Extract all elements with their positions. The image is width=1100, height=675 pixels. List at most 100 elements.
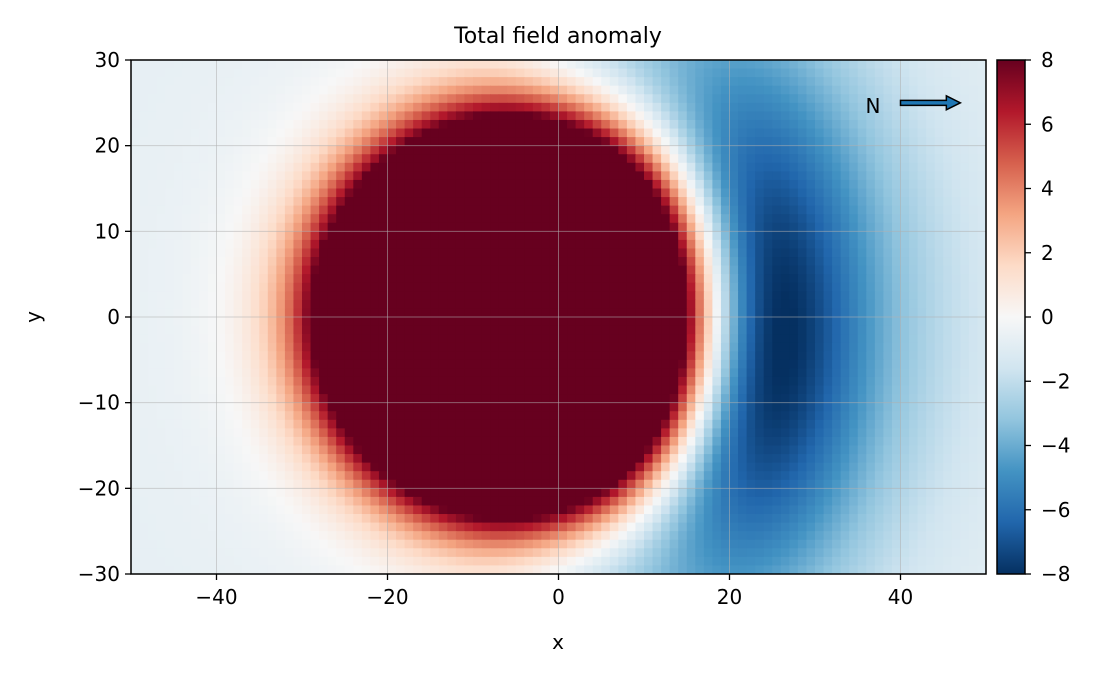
heatmap-cell: [310, 111, 320, 121]
heatmap-cell: [626, 68, 637, 78]
heatmap-cell: [909, 162, 919, 172]
heatmap-cell: [763, 60, 773, 70]
heatmap-cell: [780, 257, 790, 267]
heatmap-cell: [832, 334, 842, 344]
heatmap-cell: [430, 274, 440, 284]
heatmap-cell: [575, 419, 585, 429]
heatmap-cell: [601, 85, 611, 95]
heatmap-cell: [712, 137, 722, 147]
heatmap-cell: [370, 68, 380, 78]
heatmap-cell: [139, 325, 149, 335]
heatmap-cell: [635, 454, 645, 464]
heatmap-cell: [840, 274, 850, 284]
heatmap-cell: [387, 231, 397, 241]
heatmap-cell: [396, 385, 406, 395]
heatmap-cell: [926, 462, 936, 472]
heatmap-cell: [806, 368, 816, 378]
heatmap-cell: [960, 317, 970, 327]
heatmap-cell: [823, 222, 833, 232]
heatmap-cell: [815, 479, 825, 489]
heatmap-cell: [336, 342, 346, 352]
heatmap-cell: [190, 436, 200, 447]
heatmap-cell: [524, 454, 534, 464]
heatmap-cell: [943, 197, 953, 207]
heatmap-cell: [926, 436, 936, 447]
heatmap-cell: [669, 188, 679, 198]
heatmap-cell: [131, 214, 141, 224]
heatmap-cell: [233, 214, 243, 224]
heatmap-cell: [934, 471, 944, 481]
heatmap-cell: [703, 68, 713, 78]
heatmap-cell: [148, 85, 158, 95]
heatmap-cell: [378, 436, 389, 447]
heatmap-cell: [909, 291, 919, 301]
heatmap-cell: [404, 454, 414, 464]
heatmap-cell: [165, 445, 175, 455]
heatmap-cell: [378, 411, 389, 421]
heatmap-cell: [361, 445, 371, 455]
heatmap-cell: [336, 385, 346, 395]
heatmap-cell: [866, 462, 876, 472]
heatmap-cell: [498, 317, 508, 327]
heatmap-cell: [404, 436, 414, 447]
heatmap-cell: [635, 128, 645, 138]
heatmap-cell: [883, 411, 893, 421]
heatmap-cell: [199, 197, 209, 207]
heatmap-cell: [891, 334, 902, 344]
heatmap-cell: [669, 479, 679, 489]
heatmap-cell: [686, 445, 696, 455]
heatmap-cell: [139, 77, 149, 87]
heatmap-cell: [370, 454, 380, 464]
heatmap-cell: [789, 239, 799, 250]
heatmap-cell: [900, 291, 910, 301]
heatmap-cell: [464, 428, 474, 438]
heatmap-cell: [977, 162, 986, 172]
heatmap-cell: [644, 239, 654, 250]
heatmap-cell: [207, 188, 218, 198]
heatmap-cell: [943, 479, 953, 489]
heatmap-cell: [823, 342, 833, 352]
heatmap-cell: [626, 325, 637, 335]
heatmap-cell: [806, 419, 816, 429]
heatmap-cell: [165, 162, 175, 172]
heatmap-cell: [943, 257, 953, 267]
heatmap-cell: [797, 154, 808, 164]
heatmap-cell: [926, 265, 936, 275]
heatmap-cell: [977, 428, 986, 438]
heatmap-cell: [720, 197, 731, 207]
heatmap-cell: [703, 222, 713, 232]
heatmap-cell: [199, 119, 209, 130]
heatmap-cell: [626, 77, 637, 87]
heatmap-cell: [276, 179, 286, 190]
heatmap-cell: [378, 428, 389, 438]
heatmap-cell: [780, 376, 790, 387]
heatmap-cell: [857, 162, 867, 172]
heatmap-cell: [832, 394, 842, 404]
heatmap-cell: [832, 351, 842, 361]
heatmap-cell: [789, 68, 799, 78]
heatmap-cell: [738, 119, 748, 130]
heatmap-cell: [755, 419, 765, 429]
heatmap-cell: [592, 368, 602, 378]
heatmap-cell: [250, 471, 260, 481]
heatmap-cell: [532, 222, 542, 232]
heatmap-cell: [507, 85, 517, 95]
heatmap-cell: [584, 436, 594, 447]
heatmap-cell: [327, 239, 337, 250]
heatmap-cell: [874, 368, 884, 378]
heatmap-cell: [695, 94, 705, 104]
heatmap-cell: [165, 85, 175, 95]
heatmap-cell: [473, 299, 483, 310]
heatmap-cell: [447, 359, 457, 369]
heatmap-cell: [361, 171, 371, 181]
heatmap-cell: [173, 342, 183, 352]
heatmap-cell: [618, 471, 628, 481]
heatmap-cell: [532, 60, 542, 70]
heatmap-cell: [225, 128, 235, 138]
heatmap-cell: [242, 274, 252, 284]
heatmap-cell: [644, 402, 654, 412]
heatmap-cell: [644, 351, 654, 361]
heatmap-cell: [156, 436, 166, 447]
heatmap-cell: [703, 334, 713, 344]
heatmap-cell: [370, 214, 380, 224]
